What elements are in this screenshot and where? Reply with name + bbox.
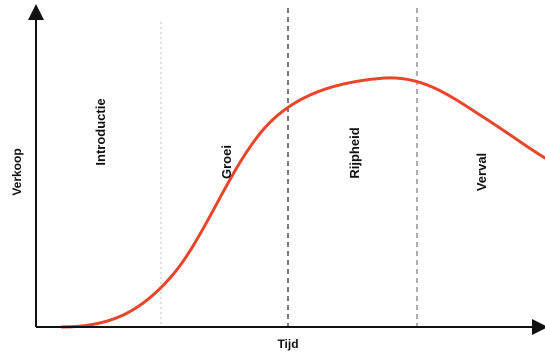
phase-label-verval: Verval <box>474 153 489 191</box>
phase-label-groei: Groei <box>219 145 234 179</box>
phase-label-rijpheid: Rijpheid <box>347 127 362 178</box>
phase-label-introductie: Introductie <box>93 98 108 165</box>
x-axis-label: Tijd <box>277 337 298 351</box>
y-axis-label: Verkoop <box>10 148 24 195</box>
sales-curve <box>60 76 545 329</box>
